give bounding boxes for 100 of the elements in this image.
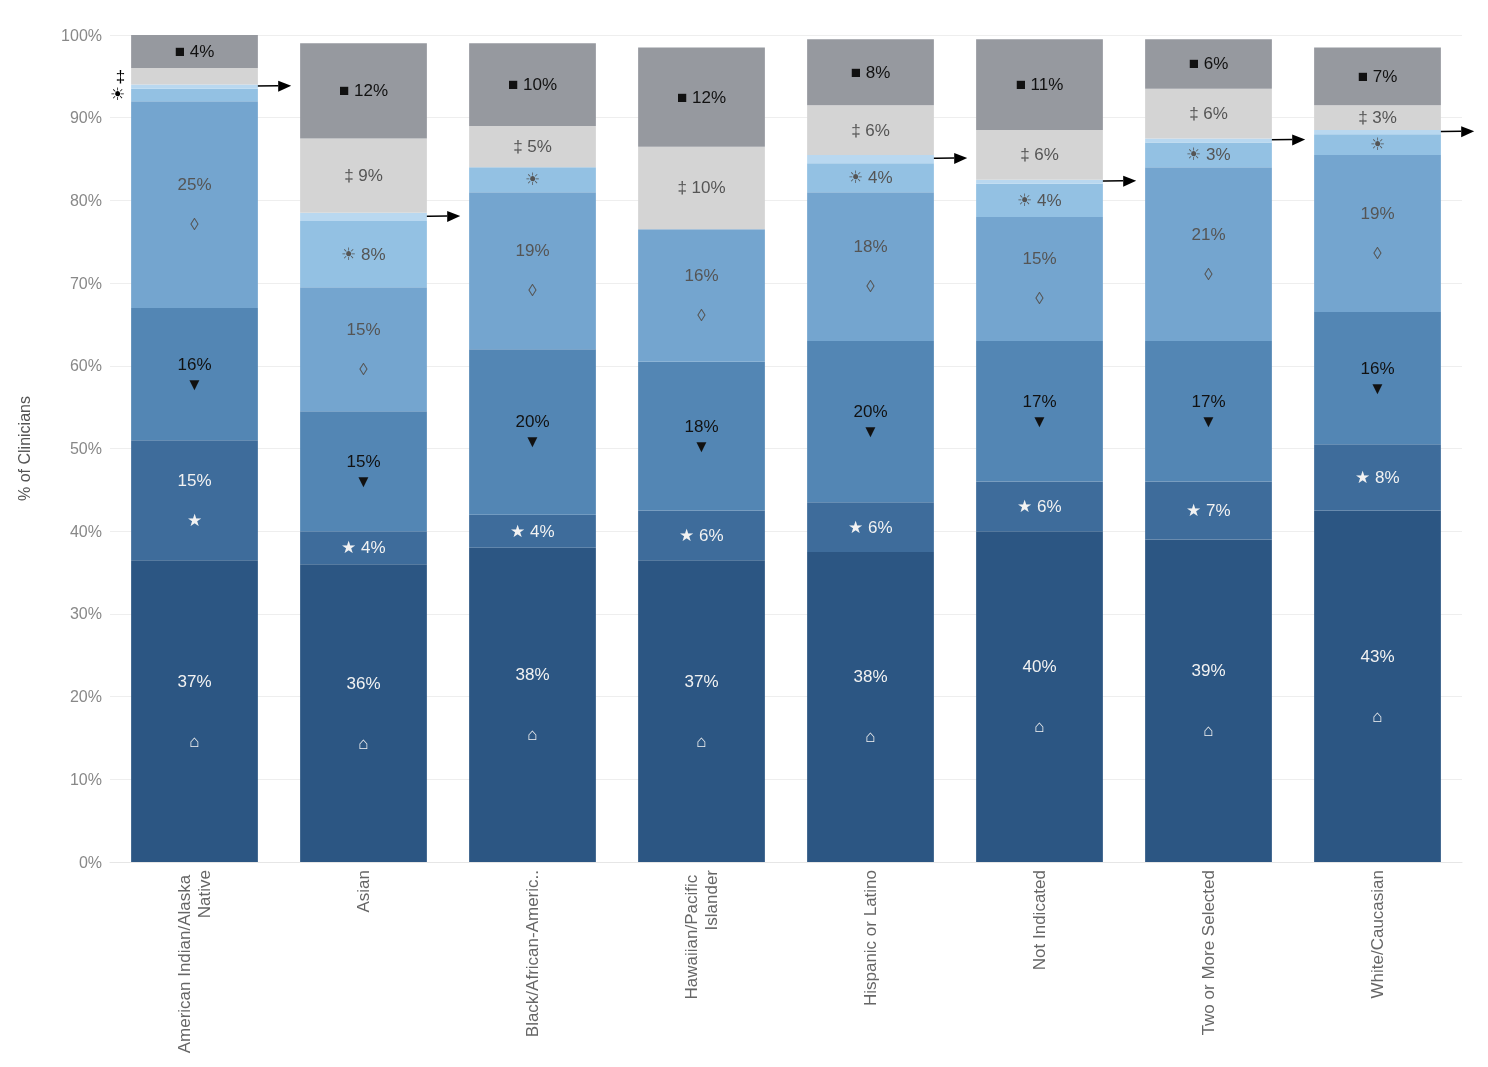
text: 19% ◊ — [515, 241, 550, 301]
bar — [469, 125, 596, 168]
text: 38% ⌂ — [515, 665, 550, 745]
bar — [131, 35, 258, 69]
y-tick-label: 90% — [69, 109, 102, 127]
data-label: 16% ▼ — [177, 354, 212, 394]
bar — [300, 212, 427, 222]
data-label: ‡ 6% — [1189, 104, 1228, 124]
x-tick-label: White/Caucasian — [1368, 870, 1387, 999]
bar — [1145, 539, 1272, 862]
bar — [1314, 134, 1441, 155]
data-label: ■ 10% — [507, 75, 558, 95]
bar — [300, 564, 427, 862]
x-tick-label: Two or More Selected — [1199, 870, 1218, 1036]
x-tick-label: Not Indicated — [1030, 870, 1049, 971]
bar — [807, 340, 934, 503]
text: 16% ◊ — [684, 266, 719, 326]
bar — [1145, 167, 1272, 341]
bar — [976, 531, 1103, 862]
data-label: ‡ 6% — [851, 120, 890, 140]
data-label: ■ 4% — [174, 42, 215, 62]
data-label: ■ 7% — [1357, 66, 1398, 86]
data-label: ‡ 10% — [677, 178, 726, 198]
bar — [638, 47, 765, 147]
bar — [1314, 312, 1441, 445]
bar — [469, 192, 596, 350]
bar — [807, 39, 934, 106]
bar — [1314, 130, 1441, 135]
bar — [469, 43, 596, 126]
data-label: ★ 4% — [510, 521, 555, 541]
y-tick-label: 80% — [69, 191, 102, 209]
y-tick-label: 0% — [78, 853, 102, 871]
data-label: 16% ▼ — [1360, 358, 1395, 398]
text: 15% ◊ — [1022, 249, 1057, 309]
bar — [807, 502, 934, 552]
data-label: ■ 12% — [338, 81, 389, 101]
bar — [1314, 444, 1441, 511]
text: 15% ★ — [177, 470, 212, 530]
bar — [1145, 481, 1272, 540]
bar — [1145, 340, 1272, 482]
x-tick-label: Asian — [354, 870, 373, 913]
data-label: ★ 6% — [848, 517, 893, 537]
bar — [1314, 510, 1441, 862]
y-tick-label: 50% — [69, 440, 102, 457]
data-label: ★ 6% — [679, 525, 724, 545]
bar — [1145, 88, 1272, 139]
data-label: ■ 12% — [676, 87, 727, 107]
data-label: ☀ 4% — [1017, 190, 1062, 210]
data-label: 15% ▼ — [346, 451, 381, 491]
data-label: ☀ — [110, 85, 126, 105]
data-label: ★ 7% — [1186, 501, 1231, 521]
x-tick-label: Black/African-Americ.. — [523, 870, 542, 1038]
y-axis-title: % of Clinicians — [15, 396, 33, 501]
bar — [976, 39, 1103, 131]
bar — [976, 340, 1103, 482]
y-tick-label: 100% — [61, 26, 102, 44]
bar — [300, 138, 427, 213]
bar — [1314, 47, 1441, 106]
data-label: ‡ — [115, 66, 126, 86]
data-label: ☀ 8% — [341, 244, 386, 264]
bar — [1145, 39, 1272, 89]
text: 18% ◊ — [853, 237, 888, 297]
bar — [131, 101, 258, 308]
data-label: ■ 6% — [1188, 54, 1229, 74]
bar — [1314, 154, 1441, 313]
y-tick-label: 40% — [69, 522, 102, 540]
bar — [807, 192, 934, 341]
bar — [638, 229, 765, 362]
data-label: 20% ▼ — [515, 412, 550, 452]
x-tick-label: Hawaiian/Pacific Islander — [682, 869, 721, 1000]
bar — [638, 510, 765, 561]
bar — [807, 154, 934, 164]
bar — [807, 105, 934, 155]
text: 39% ⌂ — [1191, 661, 1226, 741]
bar — [976, 216, 1103, 341]
data-label: ‡ 3% — [1358, 108, 1397, 128]
data-label: ☀ — [525, 170, 540, 190]
data-label: ☀ — [1370, 135, 1385, 155]
text: 43% ⌂ — [1360, 646, 1395, 726]
bar — [300, 221, 427, 288]
y-tick-label: 20% — [69, 688, 102, 706]
bar — [638, 560, 765, 862]
y-tick-label: 10% — [69, 770, 102, 788]
text: 25% ◊ — [177, 175, 212, 235]
text: 19% ◊ — [1360, 203, 1395, 263]
data-label: ‡ 5% — [513, 137, 552, 157]
bar — [300, 43, 427, 139]
x-tick-label: Hispanic or Latino — [861, 870, 880, 1007]
bar — [131, 440, 258, 561]
data-label: 18% ▼ — [684, 416, 719, 456]
bar — [807, 163, 934, 193]
bar — [1145, 138, 1272, 143]
text: 37% ⌂ — [684, 671, 719, 751]
bar — [131, 560, 258, 862]
text: 15% ◊ — [346, 319, 381, 379]
data-label: ■ 8% — [850, 62, 891, 82]
data-label: ☀ 3% — [1186, 145, 1231, 165]
data-label: 17% ▼ — [1191, 391, 1226, 431]
x-tick-label: American Indian/Alaska Native — [175, 870, 214, 1054]
y-tick-label: 70% — [69, 274, 102, 292]
